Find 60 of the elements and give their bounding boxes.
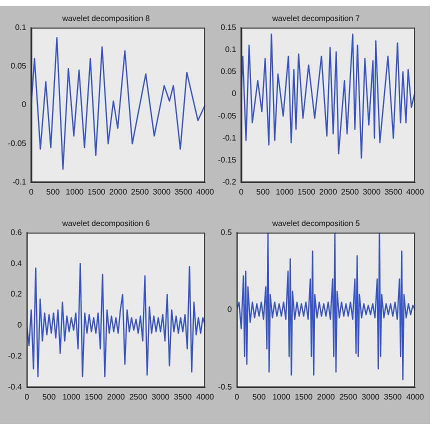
x-tick-label: 3000 xyxy=(362,392,380,402)
x-tick-label: 2000 xyxy=(319,187,338,196)
y-tick-label: -0.1 xyxy=(12,178,27,187)
chart-title: wavelet decomposition 7 xyxy=(271,14,360,24)
x-tick-label: 1500 xyxy=(298,187,316,196)
y-tick-label: 0.1 xyxy=(15,22,27,32)
x-tick-label: 4000 xyxy=(196,392,215,402)
y-tick-label: -0.2 xyxy=(8,352,22,361)
chart-title: wavelet decomposition 6 xyxy=(61,219,150,228)
x-tick-label: 3500 xyxy=(384,187,403,196)
x-tick-label: 3500 xyxy=(174,392,192,402)
x-tick-label: 500 xyxy=(42,392,56,402)
x-tick-label: 2000 xyxy=(109,187,128,196)
x-tick-label: 500 xyxy=(46,187,60,196)
x-tick-label: 1500 xyxy=(84,392,104,402)
y-tick-label: -0.05 xyxy=(8,138,27,148)
x-tick-label: 0 xyxy=(239,187,244,196)
y-tick-label: 0 xyxy=(227,305,232,314)
x-tick-label: 3000 xyxy=(362,187,382,196)
x-tick-label: 2000 xyxy=(317,392,336,402)
x-tick-label: 2000 xyxy=(107,392,126,402)
chart-title: wavelet decomposition 8 xyxy=(61,14,150,24)
y-tick-label: 0.5 xyxy=(220,228,232,237)
x-tick-label: 1000 xyxy=(66,187,84,196)
x-tick-label: 4000 xyxy=(406,392,425,402)
y-tick-label: 0 xyxy=(22,100,27,110)
x-tick-label: 3000 xyxy=(152,392,170,402)
y-tick-label: -0.2 xyxy=(222,178,237,187)
x-tick-label: 2500 xyxy=(341,187,360,196)
x-tick-label: 1500 xyxy=(294,392,314,402)
y-tick-label: 0.4 xyxy=(10,258,22,268)
x-tick-label: 4000 xyxy=(406,187,425,196)
y-tick-label: 0.05 xyxy=(10,62,27,71)
x-tick-label: 3500 xyxy=(174,187,193,196)
y-tick-label: -0.1 xyxy=(222,133,237,142)
y-tick-label: 0.6 xyxy=(10,228,22,237)
x-tick-label: 3500 xyxy=(384,392,402,402)
x-tick-label: 1500 xyxy=(88,187,106,196)
y-tick-label: -0.5 xyxy=(218,382,232,392)
y-tick-label: 0.15 xyxy=(220,22,237,32)
x-tick-label: 1000 xyxy=(276,187,294,196)
x-tick-label: 2500 xyxy=(129,392,148,402)
y-tick-label: 0.05 xyxy=(220,67,237,76)
y-tick-label: 0 xyxy=(232,89,237,98)
x-tick-label: 1000 xyxy=(62,392,81,402)
y-tick-label: 0 xyxy=(17,320,22,330)
x-tick-label: 500 xyxy=(252,392,266,402)
x-tick-label: 500 xyxy=(256,187,270,196)
y-tick-label: -0.15 xyxy=(218,155,237,164)
y-tick-label: -0.4 xyxy=(8,382,22,392)
x-tick-label: 3000 xyxy=(152,187,172,196)
y-tick-label: 0.2 xyxy=(10,290,22,299)
chart-title: wavelet decomposition 5 xyxy=(271,219,360,228)
x-tick-label: 2500 xyxy=(339,392,358,402)
x-tick-label: 2500 xyxy=(131,187,150,196)
y-tick-label: 0.1 xyxy=(225,44,237,54)
x-tick-label: 1000 xyxy=(272,392,291,402)
x-tick-label: 4000 xyxy=(196,187,215,196)
y-tick-label: -0.05 xyxy=(218,111,237,120)
x-tick-label: 0 xyxy=(29,187,34,196)
